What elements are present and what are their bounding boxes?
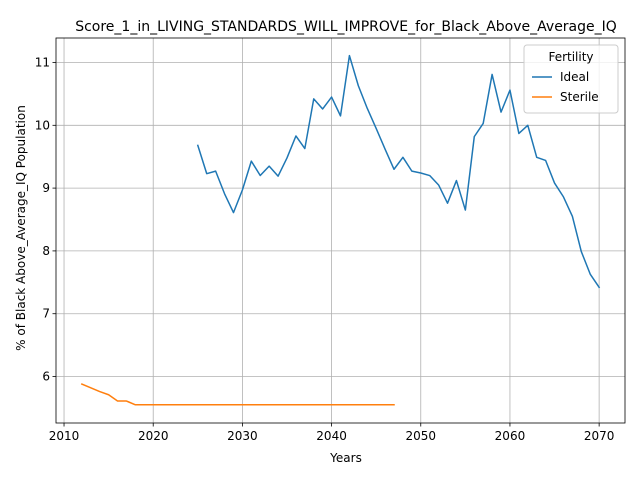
legend-items: Ideal Sterile — [532, 70, 599, 104]
grid — [56, 38, 625, 423]
chart-title: Score_1_in_LIVING_STANDARDS_WILL_IMPROVE… — [75, 19, 617, 35]
x-tick-label: 2050 — [405, 429, 436, 443]
y-tick-label: 10 — [35, 118, 50, 132]
y-tick-label: 8 — [42, 244, 50, 258]
series-line-ideal — [196, 54, 601, 289]
x-tick-label: 2010 — [49, 429, 80, 443]
x-axis: 2010 2020 2030 2040 2050 2060 2070 — [49, 423, 615, 443]
x-tick-label: 2020 — [138, 429, 169, 443]
legend-label-sterile: Sterile — [560, 90, 599, 104]
plot-frame — [55, 37, 626, 424]
x-tick-label: 2070 — [584, 429, 615, 443]
y-tick-label: 7 — [42, 307, 50, 321]
legend-label-ideal: Ideal — [560, 70, 589, 84]
y-tick-label: 6 — [42, 370, 50, 384]
y-tick-label: 9 — [42, 181, 50, 195]
x-axis-label: Years — [329, 451, 362, 465]
x-tick-label: 2060 — [495, 429, 526, 443]
y-tick-label: 11 — [35, 55, 50, 69]
x-tick-label: 2030 — [227, 429, 258, 443]
legend-box — [523, 44, 619, 114]
series-layer — [80, 54, 601, 406]
x-tick-label: 2040 — [316, 429, 347, 443]
y-axis: 6 7 8 9 10 11 — [35, 55, 56, 384]
legend-title: Fertility — [548, 50, 593, 64]
y-axis-label: % of Black Above_Average_IQ Population — [14, 105, 28, 351]
series-line-sterile — [80, 383, 395, 406]
legend: Fertility Ideal Sterile — [523, 44, 619, 114]
